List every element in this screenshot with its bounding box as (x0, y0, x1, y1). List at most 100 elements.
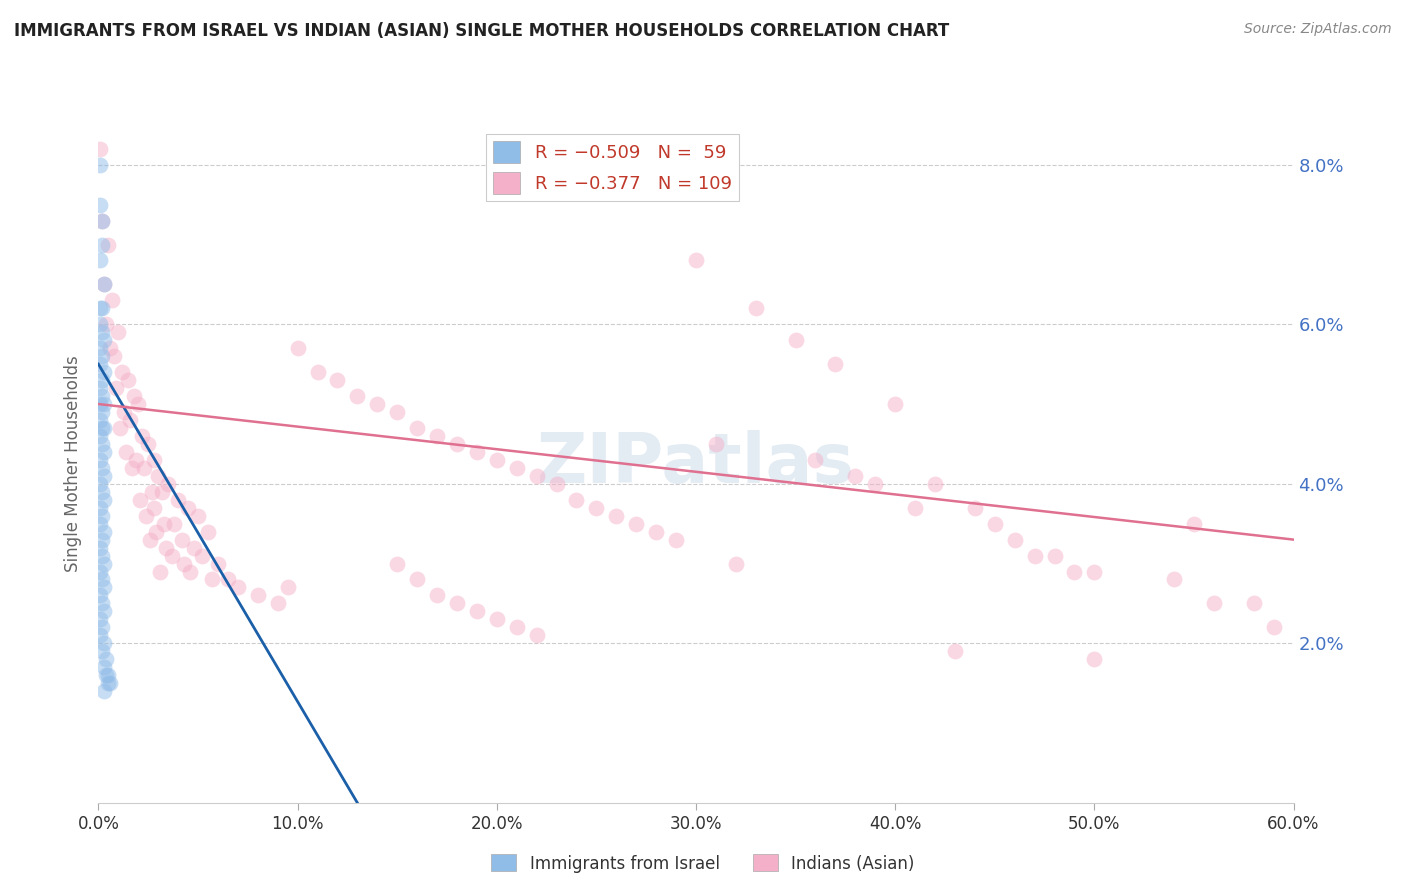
Point (163, 516, 186, 531)
Point (506, 460, 529, 475)
Point (93, 581, 115, 595)
Point (93, 397, 115, 411)
Point (93, 277, 115, 292)
Point (665, 533, 688, 547)
Text: ZIPatlas: ZIPatlas (537, 430, 855, 498)
Point (93, 421, 115, 435)
Point (277, 581, 299, 595)
Point (89, 142, 111, 156)
Point (89, 500, 111, 515)
Point (91, 373, 114, 387)
Point (96, 318, 118, 332)
Point (526, 628, 548, 642)
Point (100, 676, 122, 690)
Point (1043, 549, 1066, 563)
Point (91, 437, 114, 451)
Point (97, 237, 120, 252)
Point (785, 333, 807, 347)
Point (645, 524, 668, 539)
Point (93, 557, 115, 571)
Point (91, 460, 114, 475)
Point (485, 612, 508, 626)
Point (91, 213, 114, 227)
Point (89, 589, 111, 603)
Point (148, 468, 170, 483)
Point (135, 508, 157, 523)
Point (93, 333, 115, 347)
Point (89, 397, 111, 411)
Point (191, 549, 214, 563)
Point (91, 349, 114, 363)
Point (93, 684, 115, 698)
Point (89, 301, 111, 316)
Point (267, 596, 290, 610)
Point (924, 476, 946, 491)
Point (963, 500, 986, 515)
Point (1024, 549, 1046, 563)
Point (585, 500, 607, 515)
Point (1182, 516, 1205, 531)
Point (91, 620, 114, 634)
Point (89, 318, 111, 332)
Point (155, 541, 177, 555)
Point (139, 533, 162, 547)
Point (153, 516, 176, 531)
Point (89, 628, 111, 642)
Point (326, 373, 349, 387)
Point (565, 492, 588, 507)
Point (1083, 652, 1105, 666)
Point (93, 636, 115, 650)
Point (287, 341, 309, 355)
Point (89, 158, 111, 172)
Point (96, 652, 118, 666)
Point (89, 612, 111, 626)
Point (197, 524, 219, 539)
Point (506, 620, 529, 634)
Point (446, 437, 468, 451)
Point (984, 516, 1007, 531)
Legend: Immigrants from Israel, Indians (Asian): Immigrants from Israel, Indians (Asian) (485, 847, 921, 880)
Point (125, 453, 148, 467)
Point (626, 516, 648, 531)
Point (446, 596, 468, 610)
Point (485, 453, 508, 467)
Point (124, 389, 146, 403)
Point (346, 389, 368, 403)
Text: IMMIGRANTS FROM ISRAEL VS INDIAN (ASIAN) SINGLE MOTHER HOUSEHOLDS CORRELATION CH: IMMIGRANTS FROM ISRAEL VS INDIAN (ASIAN)… (14, 22, 949, 40)
Point (1263, 620, 1285, 634)
Point (93, 277, 115, 292)
Point (89, 541, 111, 555)
Point (91, 405, 114, 419)
Point (187, 508, 209, 523)
Point (97, 668, 120, 682)
Point (91, 389, 114, 403)
Point (93, 524, 115, 539)
Point (91, 596, 114, 610)
Point (207, 557, 229, 571)
Point (89, 476, 111, 491)
Point (134, 460, 156, 475)
Point (115, 445, 138, 459)
Point (91, 301, 114, 316)
Point (172, 533, 194, 547)
Point (89, 381, 111, 395)
Point (884, 397, 907, 411)
Point (96, 668, 118, 682)
Point (107, 325, 129, 339)
Point (217, 573, 239, 587)
Legend: R = −0.509   N =  59, R = −0.377   N = 109: R = −0.509 N = 59, R = −0.377 N = 109 (486, 134, 738, 202)
Point (804, 453, 827, 467)
Point (385, 557, 409, 571)
Point (103, 349, 125, 363)
Point (121, 460, 143, 475)
Point (120, 413, 142, 427)
Point (1163, 573, 1185, 587)
Point (141, 484, 163, 499)
Point (91, 533, 114, 547)
Point (704, 437, 727, 451)
Point (93, 604, 115, 618)
Point (1063, 565, 1085, 579)
Point (91, 549, 114, 563)
Point (136, 437, 159, 451)
Point (91, 644, 114, 658)
